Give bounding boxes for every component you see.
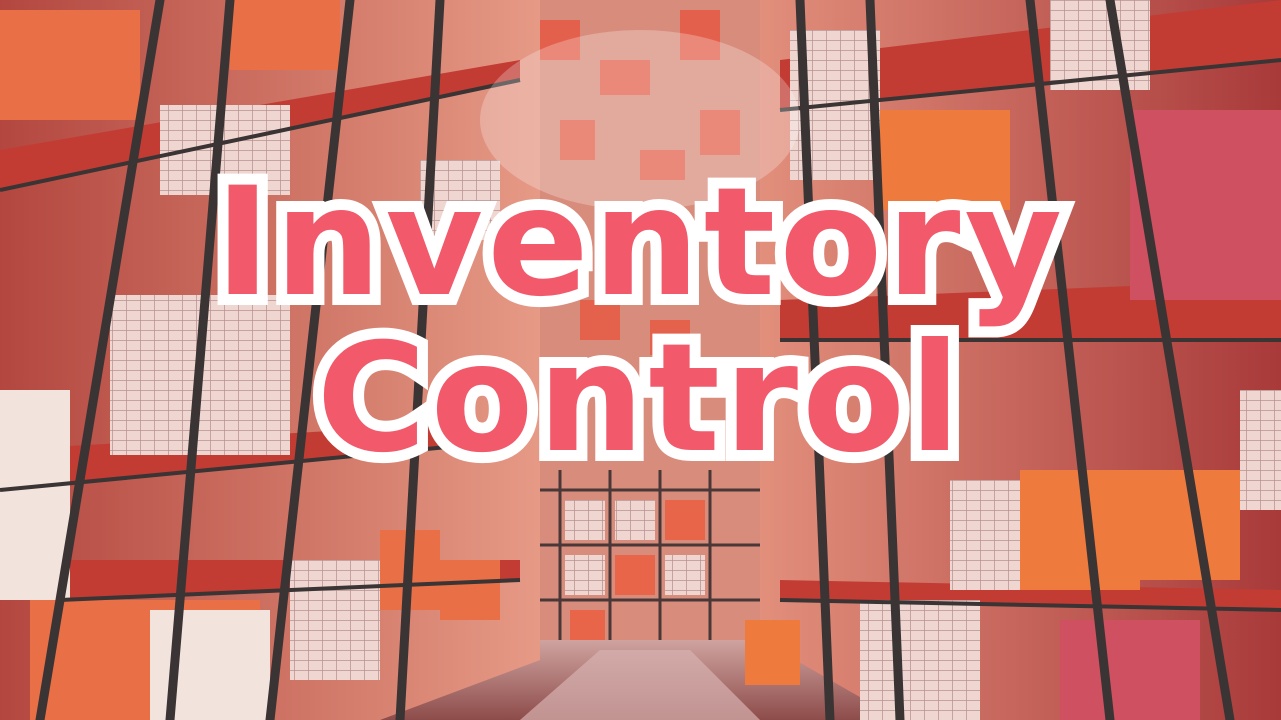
left-rack (0, 0, 540, 720)
thumbnail-title: Inventory Control (0, 156, 1281, 486)
right-rack (745, 0, 1281, 720)
title-line-control: Control (305, 312, 971, 486)
title-line-inventory: Inventory (204, 156, 1073, 330)
distant-shelves (520, 0, 760, 660)
